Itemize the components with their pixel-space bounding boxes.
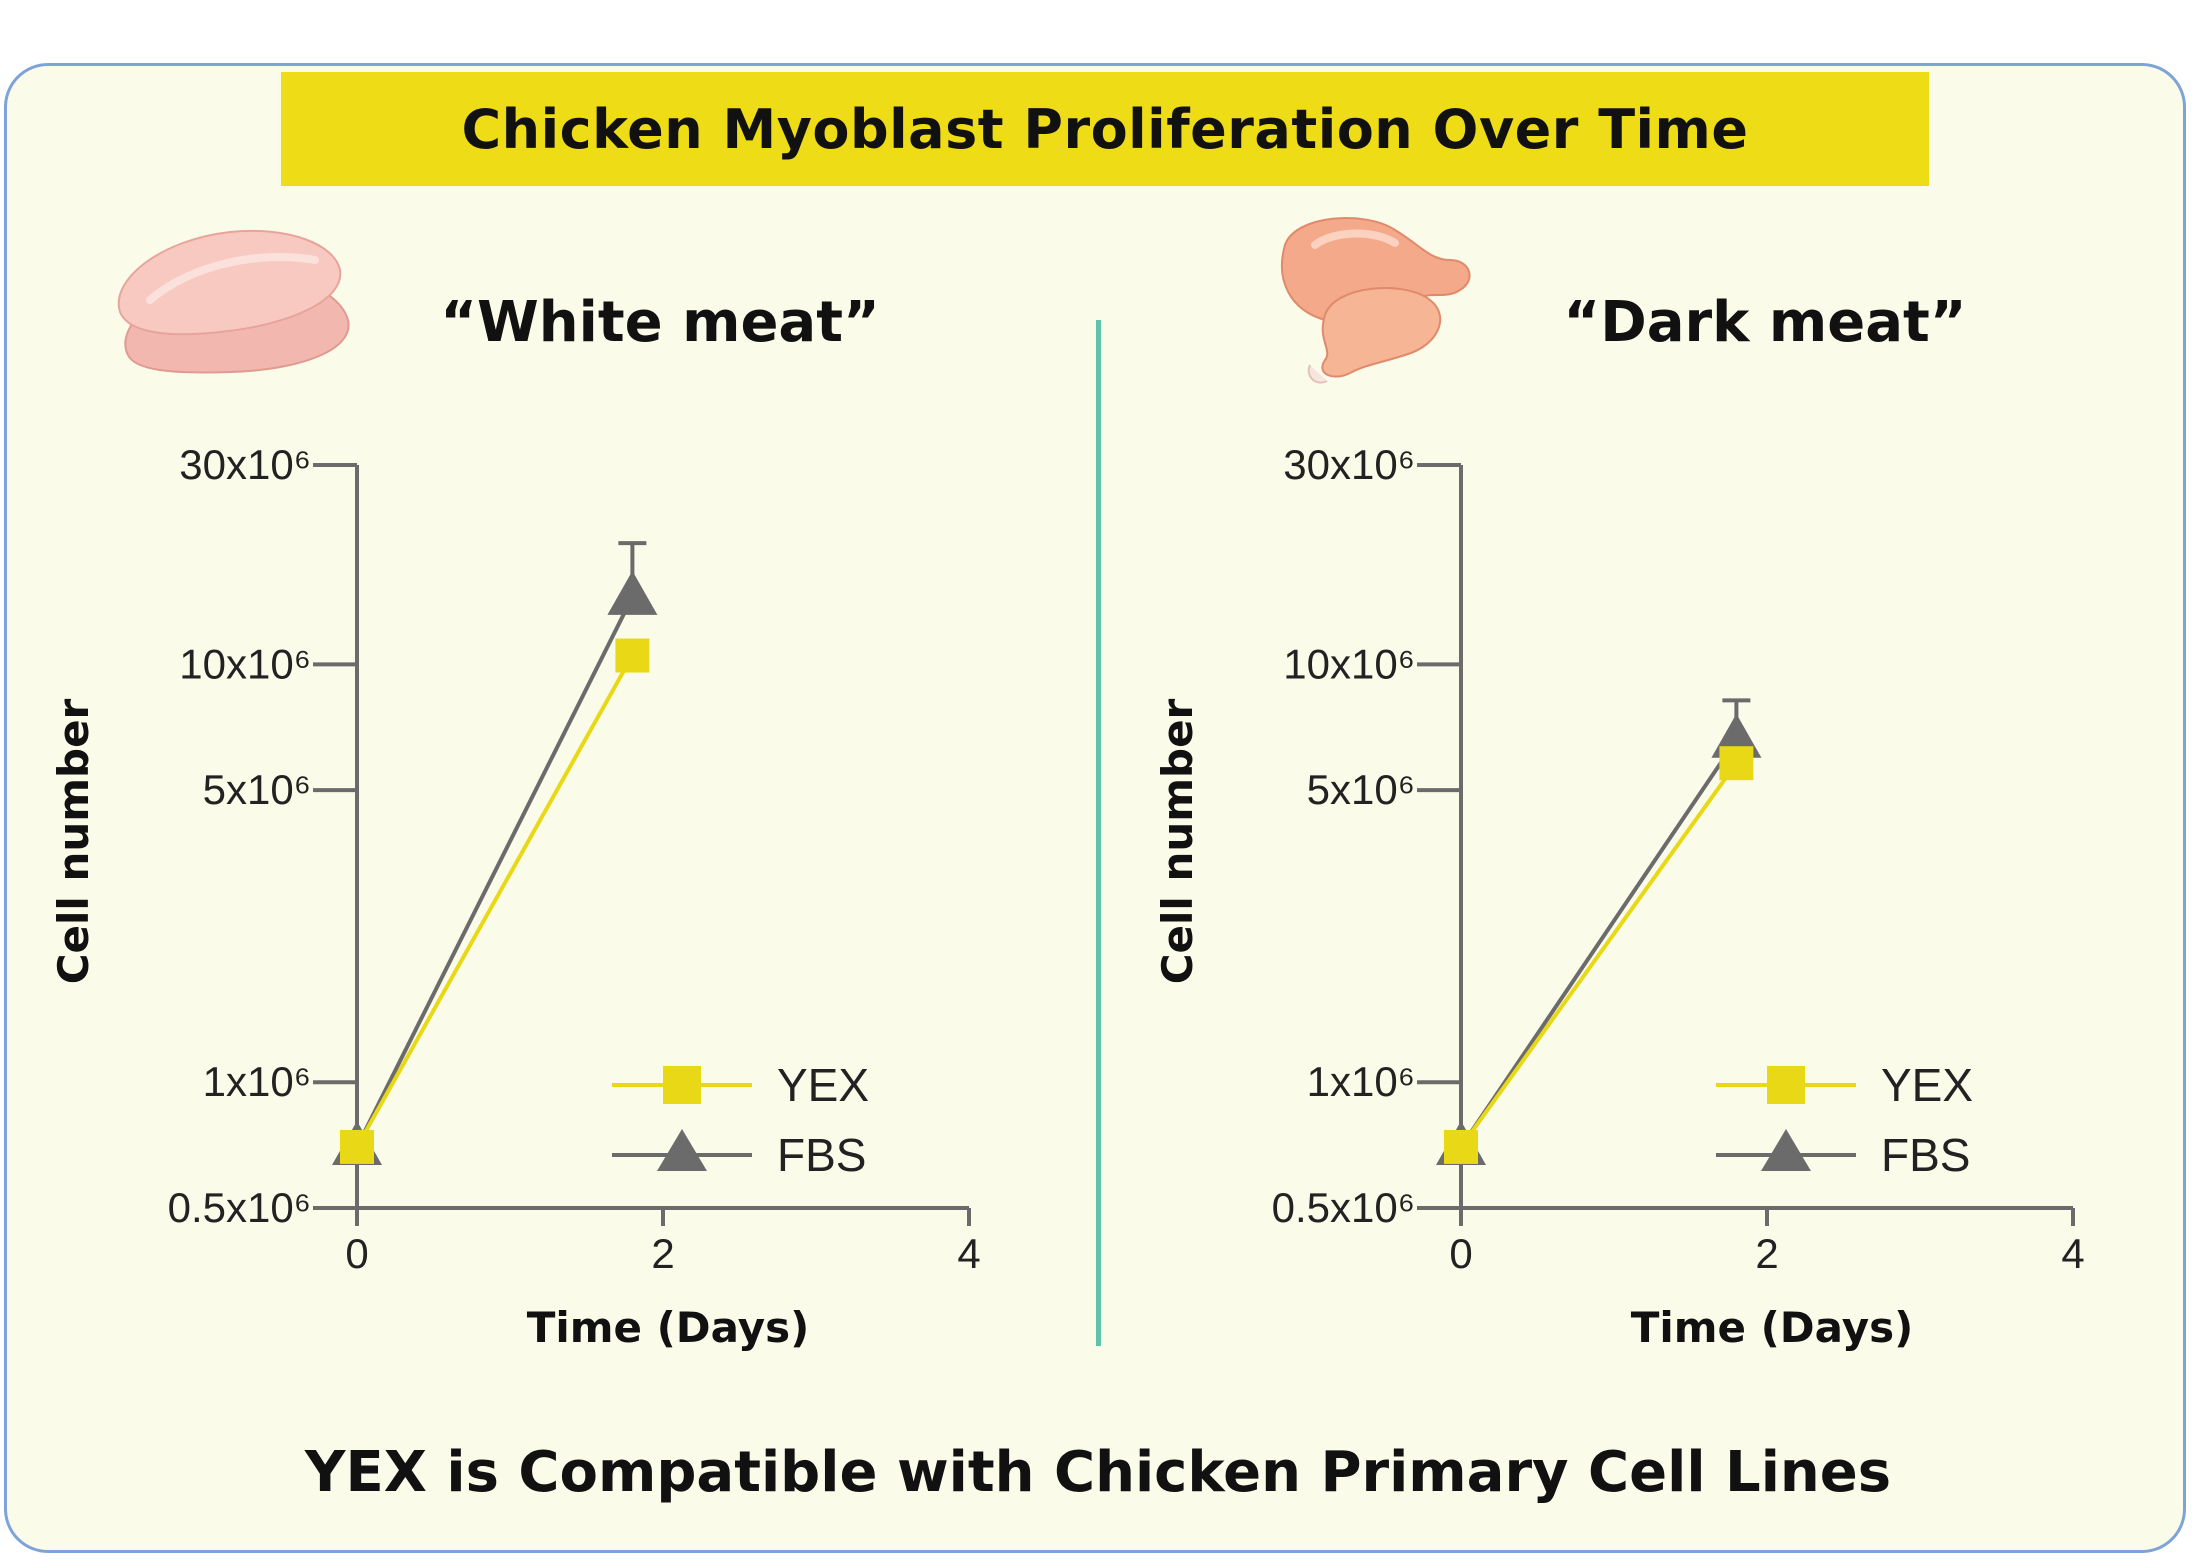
x-tick-label: 0	[1449, 1230, 1472, 1277]
x-tick-label: 4	[2061, 1230, 2084, 1277]
legend-label-fbs: FBS	[1881, 1129, 1970, 1181]
data-point-yex	[1719, 746, 1754, 781]
data-point-yex	[340, 1129, 374, 1164]
y-tick-label: 1x10⁶	[203, 1058, 311, 1105]
figure-panel: Chicken Myoblast Proliferation Over Time	[4, 63, 2186, 1553]
y-tick-label: 0.5x10⁶	[168, 1184, 311, 1231]
data-point-fbs	[607, 570, 658, 615]
y-axis-title: Cell number	[1153, 698, 1202, 984]
y-tick-label: 5x10⁶	[203, 766, 311, 813]
x-tick-label: 2	[651, 1230, 674, 1277]
legend-marker-fbs	[657, 1129, 707, 1171]
y-tick-label: 5x10⁶	[1307, 766, 1415, 813]
x-tick-label: 2	[1755, 1230, 1778, 1277]
y-axis-title: Cell number	[49, 698, 98, 984]
chicken-drumstick-icon	[1280, 217, 1471, 384]
x-axis-title: Time (Days)	[1631, 1303, 1914, 1352]
y-tick-label: 0.5x10⁶	[1272, 1184, 1415, 1231]
panel-divider	[1096, 320, 1101, 1346]
legend-marker-fbs	[1761, 1129, 1811, 1171]
series-line-yex	[355, 654, 635, 1148]
series-line-yex	[1459, 762, 1739, 1149]
y-tick-label: 10x10⁶	[179, 640, 311, 687]
data-point-yex	[1444, 1129, 1478, 1164]
x-axis-title: Time (Days)	[527, 1303, 810, 1352]
x-tick-label: 4	[957, 1230, 980, 1277]
legend-label-fbs: FBS	[777, 1129, 866, 1181]
figure-title: Chicken Myoblast Proliferation Over Time	[461, 97, 1749, 161]
y-tick-label: 30x10⁶	[1283, 441, 1415, 488]
dark-meat-title: “Dark meat”	[1563, 290, 1967, 355]
y-tick-label: 10x10⁶	[1283, 640, 1415, 687]
legend-marker-yex	[663, 1066, 701, 1104]
chicken-breast-icon	[117, 229, 350, 374]
legend-label-yex: YEX	[1881, 1059, 1973, 1111]
series-line-fbs	[1459, 738, 1739, 1149]
x-tick-label: 0	[345, 1230, 368, 1277]
white-meat-title: “White meat”	[440, 290, 880, 355]
data-point-yex	[615, 638, 650, 673]
y-tick-label: 30x10⁶	[179, 441, 311, 488]
title-banner: Chicken Myoblast Proliferation Over Time	[281, 72, 1929, 186]
y-tick-label: 1x10⁶	[1307, 1058, 1415, 1105]
legend-label-yex: YEX	[777, 1059, 869, 1111]
series-line-fbs	[355, 596, 635, 1148]
footer-caption: YEX is Compatible with Chicken Primary C…	[304, 1440, 1892, 1505]
legend-marker-yex	[1767, 1066, 1805, 1104]
